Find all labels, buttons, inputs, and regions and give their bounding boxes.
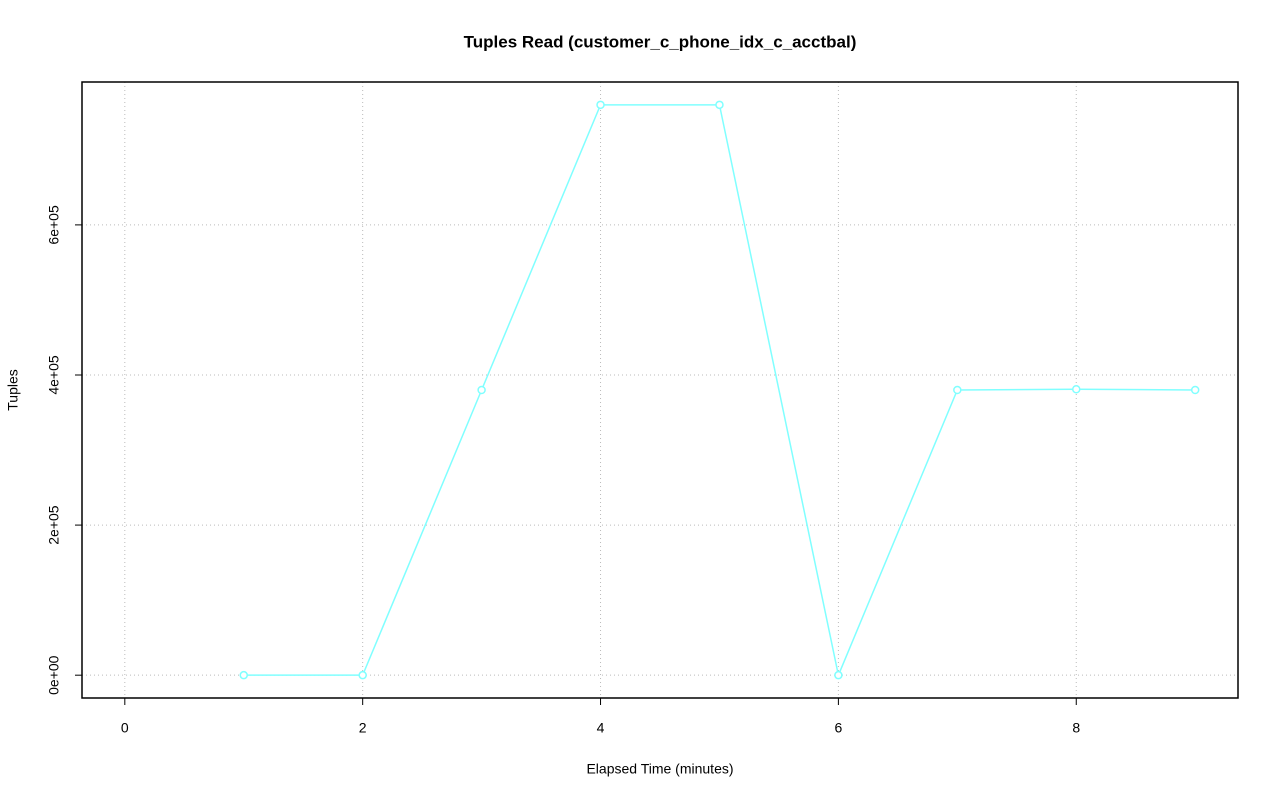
x-tick-label: 4 [597, 720, 605, 736]
point [596, 100, 605, 110]
chart-title: Tuples Read (customer_c_phone_idx_c_acct… [464, 32, 857, 51]
point [477, 385, 486, 395]
x-tick-label: 8 [1072, 720, 1080, 736]
plot-frame [81, 81, 1239, 699]
y-tick-label: 6e+05 [46, 205, 62, 245]
point [239, 670, 248, 680]
x-axis-title: Elapsed Time (minutes) [586, 761, 733, 777]
point [715, 100, 724, 110]
y-tick-label: 0e+00 [46, 655, 62, 695]
y-axis-title: Tuples [5, 369, 21, 411]
point [953, 385, 962, 395]
x-tick-label: 2 [359, 720, 367, 736]
point [358, 670, 367, 680]
point [1072, 384, 1081, 394]
point [834, 670, 843, 680]
y-tick-label: 4e+05 [46, 355, 62, 395]
point [1190, 385, 1200, 395]
x-tick-label: 6 [834, 720, 842, 736]
x-tick-label: 0 [121, 720, 129, 736]
y-tick-label: 2e+05 [46, 505, 62, 545]
line [243, 104, 1196, 678]
